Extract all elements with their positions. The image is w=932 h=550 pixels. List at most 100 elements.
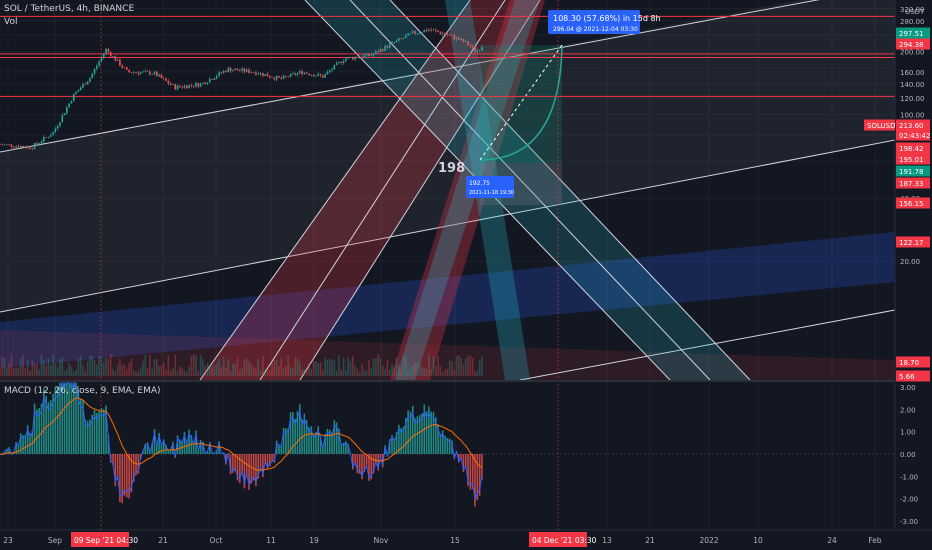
crosshair-time-right: 04 Dec '21 03:30 xyxy=(529,532,597,547)
candle-body xyxy=(96,65,98,69)
volume-bar xyxy=(388,369,391,376)
macd-bar xyxy=(435,417,437,454)
macd-bar xyxy=(160,443,163,454)
macd-bar xyxy=(162,439,165,454)
volume-bar xyxy=(444,369,446,376)
volume-bar xyxy=(474,371,476,376)
macd-bar xyxy=(114,454,117,487)
macd-bar xyxy=(248,454,250,490)
volume-bar xyxy=(204,366,207,376)
macd-bar xyxy=(202,441,204,454)
volume-bar xyxy=(199,354,202,376)
macd-bar xyxy=(36,409,38,454)
candle-body xyxy=(91,73,94,79)
volume-bar xyxy=(365,370,368,376)
candle-body xyxy=(335,62,338,65)
volume-bar xyxy=(245,357,248,376)
macd-bar xyxy=(215,450,218,454)
macd-bar xyxy=(428,406,430,454)
volume-bar xyxy=(312,361,315,376)
macd-bar xyxy=(234,454,236,472)
price-tick: 100.00 xyxy=(900,112,925,120)
macd-bar xyxy=(259,454,262,469)
candle-body xyxy=(33,143,36,149)
volume-bar xyxy=(335,370,338,376)
macd-bar xyxy=(400,428,403,454)
volume-bar xyxy=(405,357,407,376)
candle-body xyxy=(462,39,465,42)
volume-bar xyxy=(146,368,149,376)
volume-legend[interactable]: Vol xyxy=(4,17,18,27)
candle-body xyxy=(386,45,389,48)
macd-bar xyxy=(183,431,186,454)
volume-bar xyxy=(317,362,320,376)
candle-body xyxy=(289,73,292,77)
volume-bar xyxy=(437,356,439,376)
macd-bar xyxy=(56,386,59,454)
candle-body xyxy=(114,56,117,61)
volume-bar xyxy=(368,360,370,376)
candle-body xyxy=(441,33,444,35)
volume-bar xyxy=(68,363,70,376)
macd-bar xyxy=(345,441,347,454)
small-price-label[interactable]: 192.75 2021-11-18 19:30 xyxy=(466,176,514,198)
volume-bar xyxy=(471,358,474,376)
candle-body xyxy=(331,69,333,71)
trend-channel-drawings[interactable] xyxy=(0,0,895,380)
macd-bar xyxy=(84,419,87,454)
symbol-legend[interactable]: SOL / TetherUS, 4h, BINANCE xyxy=(4,4,135,14)
macd-bar xyxy=(416,416,419,454)
candle-body xyxy=(93,68,96,74)
channel-top-line xyxy=(0,0,820,153)
price-badge xyxy=(896,236,930,248)
volume-bar xyxy=(93,359,96,376)
macd-bar xyxy=(340,443,343,454)
price-axis[interactable] xyxy=(895,0,932,530)
candle-body xyxy=(40,141,43,144)
candle-body xyxy=(292,73,294,75)
candle-body xyxy=(72,93,75,102)
candle-body xyxy=(282,75,285,79)
volume-bar xyxy=(15,366,17,376)
volume-bar xyxy=(319,362,322,376)
macd-bar xyxy=(195,430,197,454)
volume-bar xyxy=(52,354,54,376)
price-badge-label: SOLUSDT xyxy=(867,122,900,130)
macd-bar xyxy=(303,413,306,454)
price-badge-label: 122.17 xyxy=(899,239,924,247)
macd-bar xyxy=(257,454,260,479)
macd-bar xyxy=(61,382,64,454)
macd-legend[interactable]: MACD (12, 26, close, 9, EMA, EMA) xyxy=(4,386,161,396)
macd-bar xyxy=(47,402,50,454)
macd-bar xyxy=(158,432,160,454)
macd-bar xyxy=(197,450,200,454)
candle-body xyxy=(312,74,315,77)
macd-bar xyxy=(474,454,476,507)
volume-bar xyxy=(135,371,137,376)
volume-bar xyxy=(250,363,253,376)
volume-bar xyxy=(363,369,366,376)
price-badge-label: 198.42 xyxy=(899,145,924,153)
pane-separator[interactable] xyxy=(0,380,932,382)
volume-bar xyxy=(478,360,481,376)
macd-bar xyxy=(391,435,393,454)
macd-bar xyxy=(402,426,405,454)
volume-bar xyxy=(49,365,52,376)
volume-bar xyxy=(98,355,100,376)
macd-bar xyxy=(418,415,421,454)
candle-body xyxy=(151,73,153,75)
time-axis[interactable] xyxy=(0,530,932,550)
candle-body xyxy=(172,84,174,85)
candle-body xyxy=(162,78,165,79)
price-badge-label: 213.60 xyxy=(899,122,924,130)
volume-bar xyxy=(464,358,467,376)
volume-bar xyxy=(121,364,124,376)
macd-bar xyxy=(89,419,91,454)
macd-bar xyxy=(317,426,320,454)
price-badge-label: 191.78 xyxy=(899,168,924,176)
crosshair-time-left: 09 Sep '21 04:30 xyxy=(71,532,138,547)
volume-bar xyxy=(40,354,43,376)
projection-label[interactable]: 108.30 (57.68%) in 15d 8h 296.04 @ 2021-… xyxy=(548,10,661,34)
volume-bar xyxy=(398,364,400,376)
